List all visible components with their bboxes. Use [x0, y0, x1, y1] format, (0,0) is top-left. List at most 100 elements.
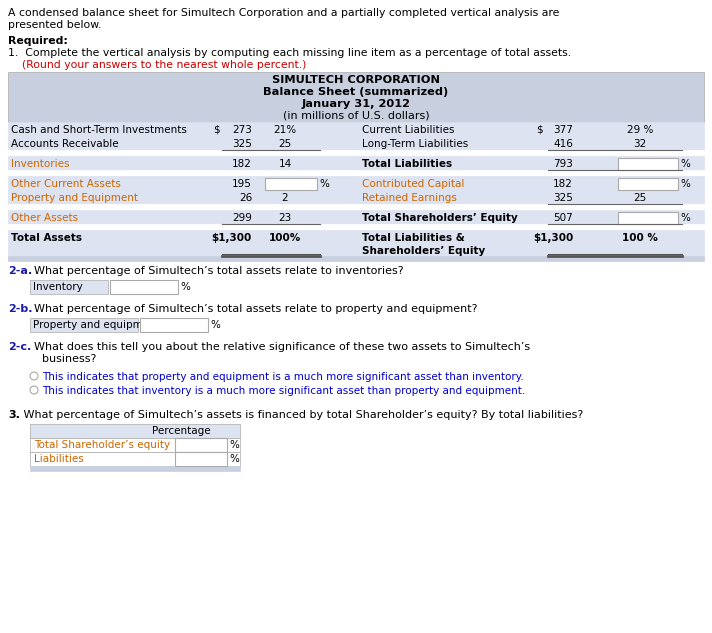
Text: 273: 273 — [232, 125, 252, 135]
Text: Accounts Receivable: Accounts Receivable — [11, 139, 119, 149]
Text: Contributed Capital: Contributed Capital — [362, 179, 464, 189]
Bar — [8, 204, 704, 210]
Text: $1,300: $1,300 — [533, 233, 573, 243]
Text: 377: 377 — [553, 125, 573, 135]
Bar — [265, 178, 317, 190]
Text: %: % — [319, 179, 329, 189]
Bar — [618, 158, 678, 170]
Text: %: % — [680, 213, 690, 223]
Text: business?: business? — [42, 354, 96, 364]
Text: Other Current Assets: Other Current Assets — [11, 179, 121, 189]
Text: Property and equipment: Property and equipment — [33, 320, 160, 330]
Text: A condensed balance sheet for Simultech Corporation and a partially completed ve: A condensed balance sheet for Simultech … — [8, 8, 560, 18]
Text: 29 %: 29 % — [627, 125, 653, 135]
Bar — [30, 438, 240, 452]
Text: Shareholders’ Equity: Shareholders’ Equity — [362, 246, 486, 256]
Bar — [8, 230, 704, 256]
Bar — [8, 210, 704, 224]
Bar — [8, 156, 704, 170]
Text: Long-Term Liabilities: Long-Term Liabilities — [362, 139, 468, 149]
Bar — [8, 122, 704, 136]
Bar — [8, 176, 704, 190]
Text: 3.: 3. — [8, 410, 20, 420]
Text: (Round your answers to the nearest whole percent.): (Round your answers to the nearest whole… — [8, 60, 306, 70]
Text: 416: 416 — [553, 139, 573, 149]
Text: %: % — [180, 282, 190, 292]
Text: Inventory: Inventory — [33, 282, 83, 292]
Text: Property and Equipment: Property and Equipment — [11, 193, 138, 203]
Bar — [8, 150, 704, 156]
Bar — [30, 466, 240, 471]
Text: $1,300: $1,300 — [211, 233, 252, 243]
Text: Other Assets: Other Assets — [11, 213, 78, 223]
Text: 1.  Complete the vertical analysis by computing each missing line item as a perc: 1. Complete the vertical analysis by com… — [8, 48, 571, 58]
Bar — [110, 280, 178, 294]
Text: %: % — [680, 159, 690, 169]
Text: 32: 32 — [634, 139, 646, 149]
Text: What percentage of Simultech’s total assets relate to inventories?: What percentage of Simultech’s total ass… — [34, 266, 404, 276]
Text: (in millions of U.S. dollars): (in millions of U.S. dollars) — [283, 111, 429, 121]
Text: What does this tell you about the relative significance of these two assets to S: What does this tell you about the relati… — [34, 342, 530, 352]
Bar — [30, 452, 240, 466]
Text: Cash and Short-Term Investments: Cash and Short-Term Investments — [11, 125, 187, 135]
Text: Total Liabilities &: Total Liabilities & — [362, 233, 465, 243]
Text: Current Liabilities: Current Liabilities — [362, 125, 454, 135]
Text: 182: 182 — [232, 159, 252, 169]
Text: Balance Sheet (summarized): Balance Sheet (summarized) — [263, 87, 449, 97]
Bar — [8, 256, 704, 261]
Text: Total Shareholder’s equity: Total Shareholder’s equity — [34, 440, 170, 450]
Text: 2-c.: 2-c. — [8, 342, 31, 352]
Text: What percentage of Simultech’s assets is financed by total Shareholder’s equity?: What percentage of Simultech’s assets is… — [20, 410, 583, 420]
Text: presented below.: presented below. — [8, 20, 102, 30]
Text: Retained Earnings: Retained Earnings — [362, 193, 457, 203]
Text: 793: 793 — [553, 159, 573, 169]
Text: What percentage of Simultech’s total assets relate to property and equipment?: What percentage of Simultech’s total ass… — [34, 304, 478, 314]
Text: This indicates that property and equipment is a much more significant asset than: This indicates that property and equipme… — [42, 372, 524, 382]
Text: 2-a.: 2-a. — [8, 266, 32, 276]
Bar — [30, 280, 108, 294]
Text: $: $ — [213, 125, 219, 135]
Text: Total Liabilities: Total Liabilities — [362, 159, 452, 169]
Text: 21%: 21% — [273, 125, 297, 135]
Bar — [175, 452, 227, 466]
Text: 100 %: 100 % — [622, 233, 658, 243]
Text: Total Shareholders’ Equity: Total Shareholders’ Equity — [362, 213, 518, 223]
Bar — [8, 72, 704, 122]
Text: 182: 182 — [553, 179, 573, 189]
Bar — [140, 318, 208, 332]
Text: 195: 195 — [232, 179, 252, 189]
Bar — [30, 318, 138, 332]
Text: 325: 325 — [553, 193, 573, 203]
Text: $: $ — [536, 125, 543, 135]
Text: 25: 25 — [634, 193, 646, 203]
Text: SIMULTECH CORPORATION: SIMULTECH CORPORATION — [272, 75, 440, 85]
Bar — [8, 170, 704, 176]
Text: Required:: Required: — [8, 36, 68, 46]
Bar — [8, 224, 704, 230]
Text: 325: 325 — [232, 139, 252, 149]
Text: %: % — [229, 454, 239, 464]
Bar — [8, 136, 704, 150]
Text: Liabilities: Liabilities — [34, 454, 84, 464]
Text: January 31, 2012: January 31, 2012 — [301, 99, 411, 109]
Text: Total Assets: Total Assets — [11, 233, 82, 243]
Text: 2-b.: 2-b. — [8, 304, 33, 314]
Bar — [618, 212, 678, 224]
Text: %: % — [680, 179, 690, 189]
Bar — [175, 438, 227, 452]
Text: 14: 14 — [278, 159, 292, 169]
Text: 507: 507 — [553, 213, 573, 223]
Text: 23: 23 — [278, 213, 292, 223]
Text: 25: 25 — [278, 139, 292, 149]
Text: Percentage: Percentage — [152, 426, 211, 436]
Text: This indicates that inventory is a much more significant asset than property and: This indicates that inventory is a much … — [42, 386, 525, 396]
Text: Inventories: Inventories — [11, 159, 70, 169]
Text: 2: 2 — [282, 193, 288, 203]
Bar — [8, 190, 704, 204]
Bar — [30, 424, 240, 438]
Text: %: % — [229, 440, 239, 450]
Bar — [618, 178, 678, 190]
Text: 26: 26 — [239, 193, 252, 203]
Text: %: % — [210, 320, 220, 330]
Text: 299: 299 — [232, 213, 252, 223]
